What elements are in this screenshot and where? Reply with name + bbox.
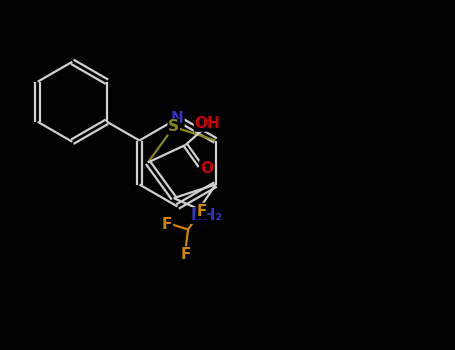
Text: F: F bbox=[197, 203, 207, 218]
Text: O: O bbox=[200, 161, 213, 176]
Text: NH₂: NH₂ bbox=[190, 208, 222, 223]
Text: F: F bbox=[162, 217, 172, 232]
Text: S: S bbox=[168, 119, 179, 134]
Text: N: N bbox=[171, 111, 184, 126]
Text: OH: OH bbox=[195, 116, 220, 131]
Text: F: F bbox=[181, 247, 191, 262]
